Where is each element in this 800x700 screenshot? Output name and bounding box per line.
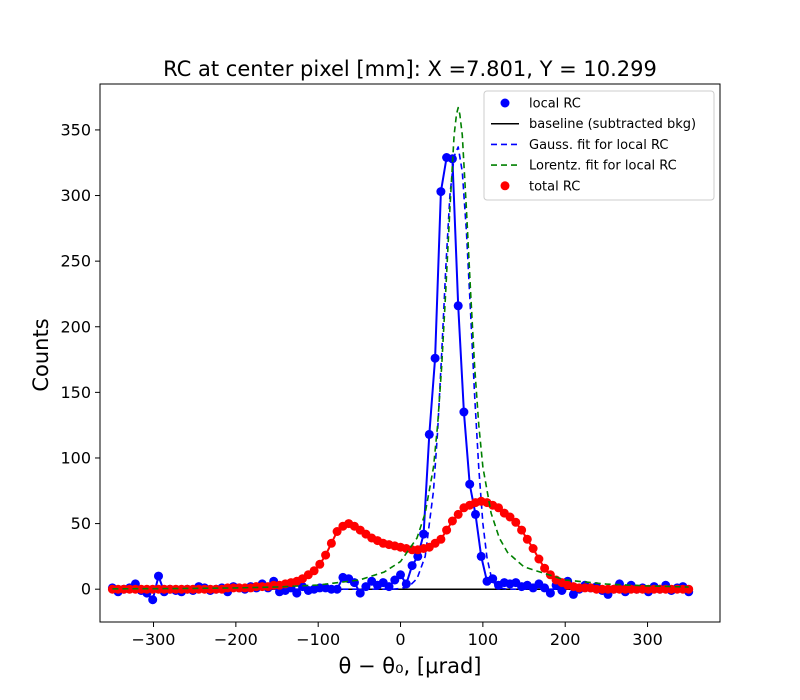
legend-item: total RC xyxy=(500,179,580,194)
plot-area xyxy=(107,106,694,605)
y-tick-label: 350 xyxy=(60,120,91,139)
y-axis-title: Counts xyxy=(29,318,53,391)
data-point-total-rc xyxy=(505,512,515,522)
data-point-local-rc xyxy=(355,588,365,598)
data-point-local-rc xyxy=(401,579,411,589)
legend: local RC baseline (subtracted bkg) Gauss. … xyxy=(483,90,715,201)
data-point-local-rc xyxy=(471,509,480,519)
data-point-total-rc xyxy=(447,516,457,526)
legend-label: total RC xyxy=(529,179,580,194)
data-point-local-rc xyxy=(465,479,475,489)
data-point-total-rc xyxy=(684,584,694,594)
x-axis-title: θ − θ₀, [μrad] xyxy=(339,654,482,678)
data-point-total-rc xyxy=(309,566,319,576)
y-tick-label: 100 xyxy=(60,448,91,467)
data-point-total-rc xyxy=(540,563,550,573)
series-local-rc xyxy=(107,153,694,605)
data-point-total-rc xyxy=(326,538,336,548)
legend-marker xyxy=(500,98,510,108)
chart-title: RC at center pixel [mm]: X =7.801, Y = 1… xyxy=(163,57,657,81)
data-point-local-rc xyxy=(459,407,469,417)
legend-label: Lorentz. fit for local RC xyxy=(529,159,677,174)
series-gauss-fit-for-local-rc xyxy=(112,146,689,591)
series-total-rc xyxy=(107,496,694,594)
data-point-local-rc xyxy=(419,529,429,539)
legend-marker xyxy=(500,181,510,191)
legend-item: Gauss. fit for local RC xyxy=(491,138,668,153)
y-tick-label: 0 xyxy=(81,580,91,599)
data-point-total-rc xyxy=(534,554,544,564)
data-point-total-rc xyxy=(522,534,532,544)
data-point-local-rc xyxy=(413,551,423,561)
x-tick-label: −300 xyxy=(132,630,176,649)
data-point-local-rc xyxy=(390,575,400,585)
data-point-total-rc xyxy=(321,550,331,560)
data-point-total-rc xyxy=(517,525,527,535)
y-tick-label: 200 xyxy=(60,317,91,336)
legend-box xyxy=(483,90,715,201)
data-point-local-rc xyxy=(545,588,555,598)
data-point-local-rc xyxy=(453,301,463,311)
plot-frame xyxy=(99,83,721,623)
y-tick-label: 300 xyxy=(60,186,91,205)
data-point-total-rc xyxy=(511,517,521,527)
series-line-gauss-fit-for-local-rc xyxy=(112,146,689,591)
y-tick-label: 250 xyxy=(60,252,91,271)
data-point-local-rc xyxy=(557,586,567,595)
legend-label: local RC xyxy=(529,97,581,112)
data-point-local-rc xyxy=(430,353,440,363)
data-point-total-rc xyxy=(436,534,446,544)
legend-item: baseline (subtracted bkg) xyxy=(491,117,696,132)
data-point-local-rc xyxy=(476,551,486,561)
data-point-total-rc xyxy=(332,527,342,536)
y-tick-label: 150 xyxy=(60,383,91,402)
x-tick-label: 300 xyxy=(632,630,663,649)
x-tick-label: 100 xyxy=(468,630,499,649)
data-point-local-rc xyxy=(154,571,163,581)
x-tick-label: 0 xyxy=(395,630,405,649)
data-point-local-rc xyxy=(396,570,405,580)
y-tick-label: 50 xyxy=(71,514,91,533)
legend-item: Lorentz. fit for local RC xyxy=(491,159,677,174)
data-point-local-rc xyxy=(540,583,550,593)
x-tick-label: 200 xyxy=(550,630,581,649)
x-tick-label: −100 xyxy=(296,630,340,649)
data-point-local-rc xyxy=(436,187,446,197)
legend-item: local RC xyxy=(500,97,581,112)
x-tick-label: −200 xyxy=(214,630,258,649)
data-point-total-rc xyxy=(315,559,325,569)
series-line-local-rc xyxy=(111,156,690,601)
data-point-local-rc xyxy=(407,561,417,571)
data-point-local-rc xyxy=(568,589,578,599)
data-point-total-rc xyxy=(442,525,452,535)
axes: −300 −200 −100 0 100 200 300 0 50 100 150 200 250 300… xyxy=(60,83,721,649)
data-point-local-rc xyxy=(148,595,158,605)
legend-label: baseline (subtracted bkg) xyxy=(529,117,696,132)
data-point-total-rc xyxy=(494,503,503,513)
legend-label: Gauss. fit for local RC xyxy=(529,138,668,153)
data-point-total-rc xyxy=(528,544,538,553)
data-point-local-rc xyxy=(424,429,434,439)
data-point-local-rc xyxy=(292,588,302,598)
data-point-total-rc xyxy=(453,509,463,519)
